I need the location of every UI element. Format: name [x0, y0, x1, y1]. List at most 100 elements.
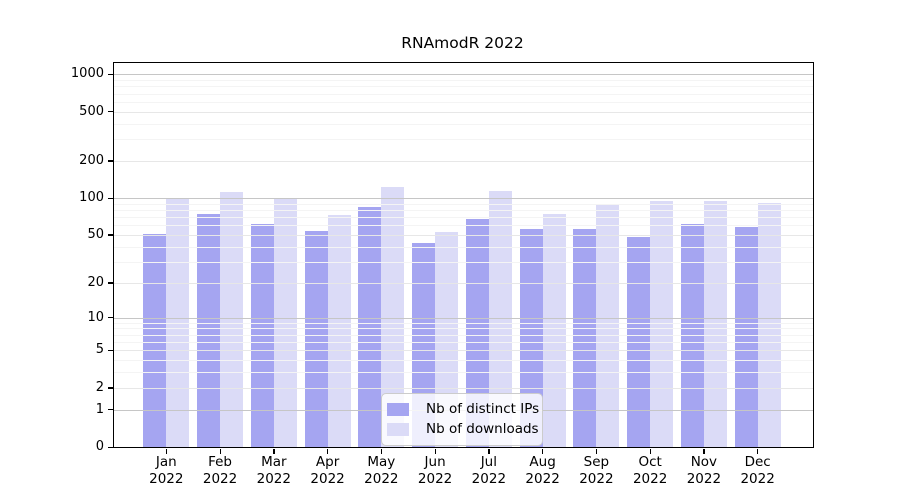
bar-downloads-jan: [166, 197, 190, 447]
bar-downloads-nov: [703, 201, 727, 447]
y-tick-label-2: 2: [95, 379, 104, 395]
gridline-2: [114, 387, 813, 389]
y-tick-label-0: 0: [95, 439, 104, 454]
bar-downloads-jul: [488, 191, 512, 447]
x-tick-month-jan: Jan: [155, 454, 177, 470]
x-tick-mark-jul: [488, 449, 490, 454]
bar-distinct-ips-apr: [304, 230, 328, 447]
x-tick-mark-aug: [542, 449, 544, 454]
x-tick-label-may: May 2022: [349, 454, 413, 488]
bar-downloads-dec: [757, 202, 781, 447]
y-tick-mark-0: [108, 446, 113, 448]
x-tick-year-oct: 2022: [632, 471, 668, 487]
x-tick-month-jul: Jul: [480, 454, 497, 470]
y-tick-mark-2: [108, 387, 113, 389]
x-tick-mark-feb: [219, 449, 221, 454]
y-tick-mark-1: [108, 409, 113, 411]
gridline-minor-700: [114, 93, 813, 95]
bar-downloads-may: [381, 187, 405, 447]
x-tick-year-aug: 2022: [525, 471, 560, 487]
legend-row-downloads: Nb of downloads: [387, 419, 539, 439]
gridline-minor-60: [114, 225, 813, 227]
chart-title: RNAmodR 2022: [401, 34, 524, 52]
x-tick-month-aug: Aug: [529, 454, 556, 470]
x-tick-mark-may: [380, 449, 383, 454]
x-tick-year-jan: 2022: [149, 471, 184, 487]
y-tick-mark-20: [108, 282, 113, 284]
x-tick-month-mar: Mar: [261, 454, 287, 470]
legend-swatch-distinct-ips: [387, 402, 409, 416]
gridline-minor-70: [114, 217, 813, 219]
y-tick-mark-200: [108, 160, 113, 162]
gridline-50: [114, 234, 813, 236]
y-tick-label-500: 500: [79, 103, 104, 119]
gridline-100: [114, 198, 813, 200]
gridline-minor-90: [114, 203, 813, 205]
x-tick-year-mar: 2022: [256, 471, 291, 487]
y-tick-label-100: 100: [79, 190, 104, 206]
x-tick-year-sep: 2022: [579, 471, 614, 487]
gridline-minor-80: [114, 209, 813, 211]
y-tick-label-200: 200: [79, 152, 104, 168]
x-tick-month-sep: Sep: [583, 454, 610, 470]
x-tick-month-dec: Dec: [744, 454, 771, 470]
bar-downloads-mar: [273, 198, 297, 447]
legend-label-downloads: Nb of downloads: [426, 421, 539, 437]
gridline-minor-7: [114, 334, 813, 336]
gridline-minor-900: [114, 80, 813, 82]
y-tick-mark-10: [108, 317, 113, 319]
x-tick-month-jun: Jun: [424, 454, 446, 470]
x-tick-year-apr: 2022: [310, 471, 345, 487]
gridline-5: [114, 350, 813, 352]
x-tick-label-oct: Oct 2022: [618, 454, 682, 488]
bar-downloads-sep: [596, 205, 620, 447]
y-tick-label-5: 5: [95, 342, 104, 358]
x-tick-mark-nov: [703, 449, 705, 454]
bar-distinct-ips-jul: [465, 219, 489, 447]
x-tick-label-jun: Jun 2022: [403, 454, 467, 488]
x-tick-label-jan: Jan 2022: [134, 454, 198, 488]
x-tick-label-aug: Aug 2022: [511, 454, 575, 488]
bar-downloads-feb: [220, 191, 244, 447]
x-tick-year-dec: 2022: [740, 471, 775, 487]
legend: Nb of distinct IPs Nb of downloads: [381, 393, 543, 446]
bar-distinct-ips-dec: [734, 227, 758, 447]
bar-distinct-ips-jan: [143, 233, 167, 447]
x-tick-mark-jun: [434, 449, 436, 454]
gridline-minor-30: [114, 261, 813, 263]
x-tick-month-may: May: [367, 454, 396, 470]
gridline-minor-3: [114, 372, 813, 374]
plot-area: 0 1 2 5 10 20 50 100 200 500 1000 Jan 2022 Feb 2022 Ma…: [71, 62, 814, 487]
gridline-minor-800: [114, 86, 813, 88]
gridline-minor-300: [114, 139, 813, 141]
x-tick-label-mar: Mar 2022: [242, 454, 306, 488]
x-tick-label-dec: Dec 2022: [726, 454, 790, 488]
x-tick-mark-jan: [165, 449, 168, 454]
legend-row-distinct-ips: Nb of distinct IPs: [387, 399, 539, 419]
y-tick-mark-500: [108, 111, 113, 113]
bar-distinct-ips-oct: [627, 237, 651, 447]
y-tick-mark-100: [108, 197, 113, 199]
y-tick-label-1000: 1000: [70, 66, 104, 82]
x-tick-year-feb: 2022: [202, 471, 238, 487]
x-tick-year-jun: 2022: [417, 471, 453, 487]
x-tick-year-may: 2022: [364, 471, 399, 487]
y-tick-label-20: 20: [87, 274, 104, 290]
y-tick-label-10: 10: [87, 309, 104, 325]
legend-label-distinct-ips: Nb of distinct IPs: [426, 401, 540, 417]
x-tick-label-apr: Apr 2022: [296, 454, 360, 488]
y-tick-mark-5: [108, 349, 113, 352]
y-tick-label-1: 1: [95, 401, 104, 417]
y-tick-mark-50: [108, 234, 113, 236]
gridline-minor-600: [114, 101, 813, 103]
bar-downloads-apr: [327, 214, 351, 447]
gridline-minor-8: [114, 328, 813, 330]
gridline-20: [114, 282, 813, 284]
bar-distinct-ips-may: [358, 207, 382, 447]
gridline-minor-40: [114, 246, 813, 248]
x-tick-month-oct: Oct: [638, 454, 662, 470]
x-tick-year-jul: 2022: [471, 471, 507, 487]
gridline-minor-400: [114, 123, 813, 125]
gridline-200: [114, 160, 813, 162]
